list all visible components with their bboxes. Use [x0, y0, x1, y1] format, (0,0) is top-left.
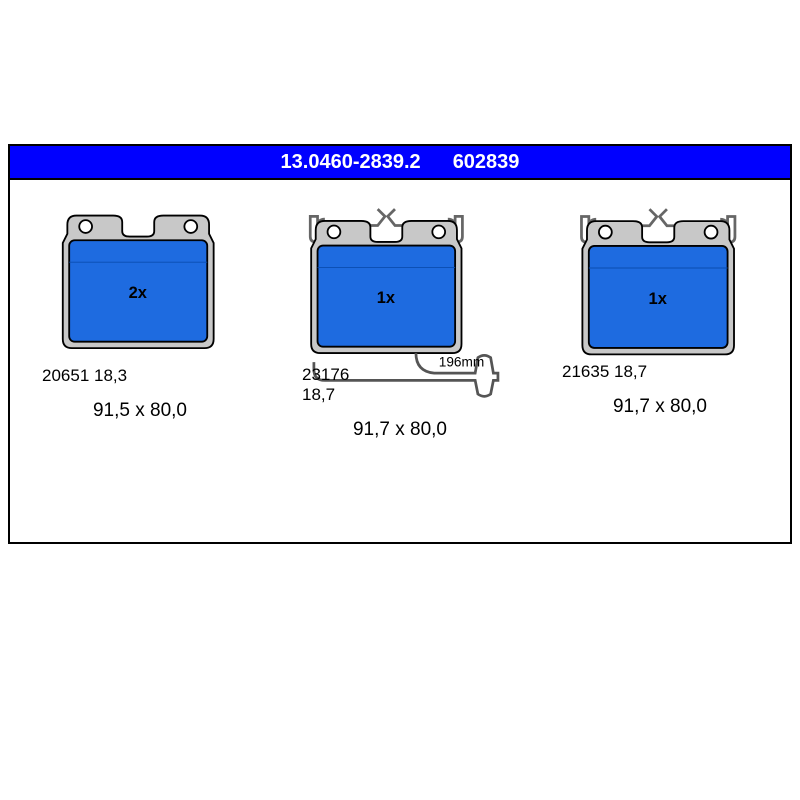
svg-text:196mm: 196mm	[439, 355, 485, 370]
part-code: 602839	[453, 151, 520, 174]
pad-item: 1x 196mm 23176 18,7 91,7 x 80,0	[280, 200, 520, 441]
pad-dimensions: 91,7 x 80,0	[280, 419, 520, 441]
svg-text:2x: 2x	[128, 284, 147, 302]
svg-text:1x: 1x	[648, 289, 667, 308]
pads-row: 2x 20651 18,3 91,5 x 80,0 1x	[10, 200, 790, 441]
svg-text:1x: 1x	[377, 289, 395, 307]
pad-thickness: 18,7	[614, 362, 647, 381]
pad-code: 23176	[302, 365, 349, 385]
part-number: 13.0460-2839.2	[281, 151, 421, 174]
header-bar: 13.0460-2839.2 602839	[10, 146, 790, 180]
pad-thickness: 18,3	[94, 366, 127, 385]
pad-item: 2x 20651 18,3 91,5 x 80,0	[20, 200, 260, 422]
pad-dimensions: 91,7 x 80,0	[540, 396, 780, 418]
pad-thickness: 18,7	[302, 385, 349, 405]
brake-pad-icon: 1x	[563, 200, 758, 370]
pad-item: 1x 21635 18,7 91,7 x 80,0	[540, 200, 780, 418]
diagram-frame: 13.0460-2839.2 602839 2x 20651 18,3 91,5…	[8, 144, 792, 544]
pad-dimensions: 91,5 x 80,0	[20, 400, 260, 422]
brake-pad-icon: 2x	[43, 200, 238, 360]
pad-code: 21635	[562, 362, 609, 381]
pad-code: 20651	[42, 366, 89, 385]
